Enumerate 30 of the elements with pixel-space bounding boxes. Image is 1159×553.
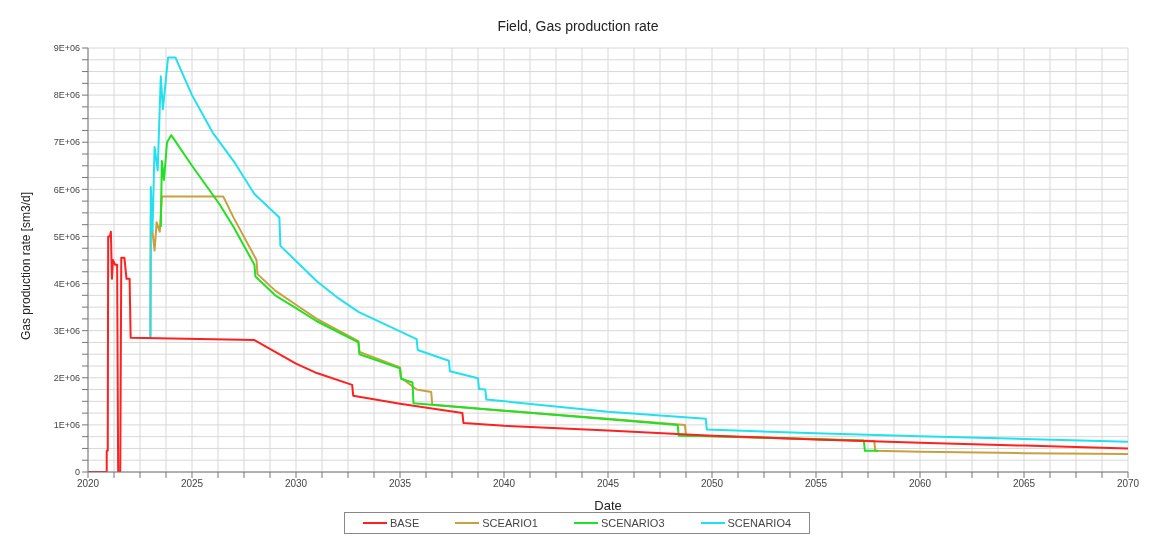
- x-tick-label: 2055: [804, 478, 828, 490]
- line-series: [159, 134, 880, 452]
- y-tick-label: 8E+06: [53, 90, 80, 101]
- y-tick-label: 4E+06: [53, 278, 80, 289]
- legend-label: SCEARIO1: [481, 517, 538, 529]
- y-tick-label: 2E+06: [53, 372, 80, 383]
- legend-label: SCENARIO4: [726, 517, 792, 529]
- y-tick-label: 3E+06: [53, 325, 80, 336]
- y-tick-label: 5E+06: [53, 231, 80, 242]
- x-tick-label: 2060: [908, 478, 932, 490]
- legend-label: SCENARIO3: [599, 517, 665, 529]
- x-axis-title: Date: [594, 498, 622, 513]
- y-tick-label: 7E+06: [53, 137, 80, 148]
- y-tick-label: 1E+06: [53, 420, 80, 431]
- x-tick-label: 2045: [596, 478, 620, 490]
- x-tick-label: 2035: [388, 478, 412, 490]
- x-tick-label: 2070: [1116, 478, 1140, 490]
- y-tick-label: 9E+06: [53, 43, 80, 54]
- legend-label: BASE: [388, 517, 420, 529]
- x-tick-label: 2020: [76, 478, 100, 490]
- x-tick-label: 2050: [700, 478, 724, 490]
- x-tick-label: 2030: [284, 478, 308, 490]
- chart-title: Field, Gas production rate: [496, 17, 660, 36]
- x-tick-label: 2040: [492, 478, 516, 490]
- line-series: [149, 56, 1128, 443]
- y-tick-label: 0: [74, 467, 80, 478]
- x-tick-label: 2025: [180, 478, 204, 490]
- x-tick-label: 2065: [1012, 478, 1036, 490]
- y-axis-title: Gas production rate [sm3/d]: [19, 191, 34, 340]
- y-tick-label: 6E+06: [53, 184, 80, 195]
